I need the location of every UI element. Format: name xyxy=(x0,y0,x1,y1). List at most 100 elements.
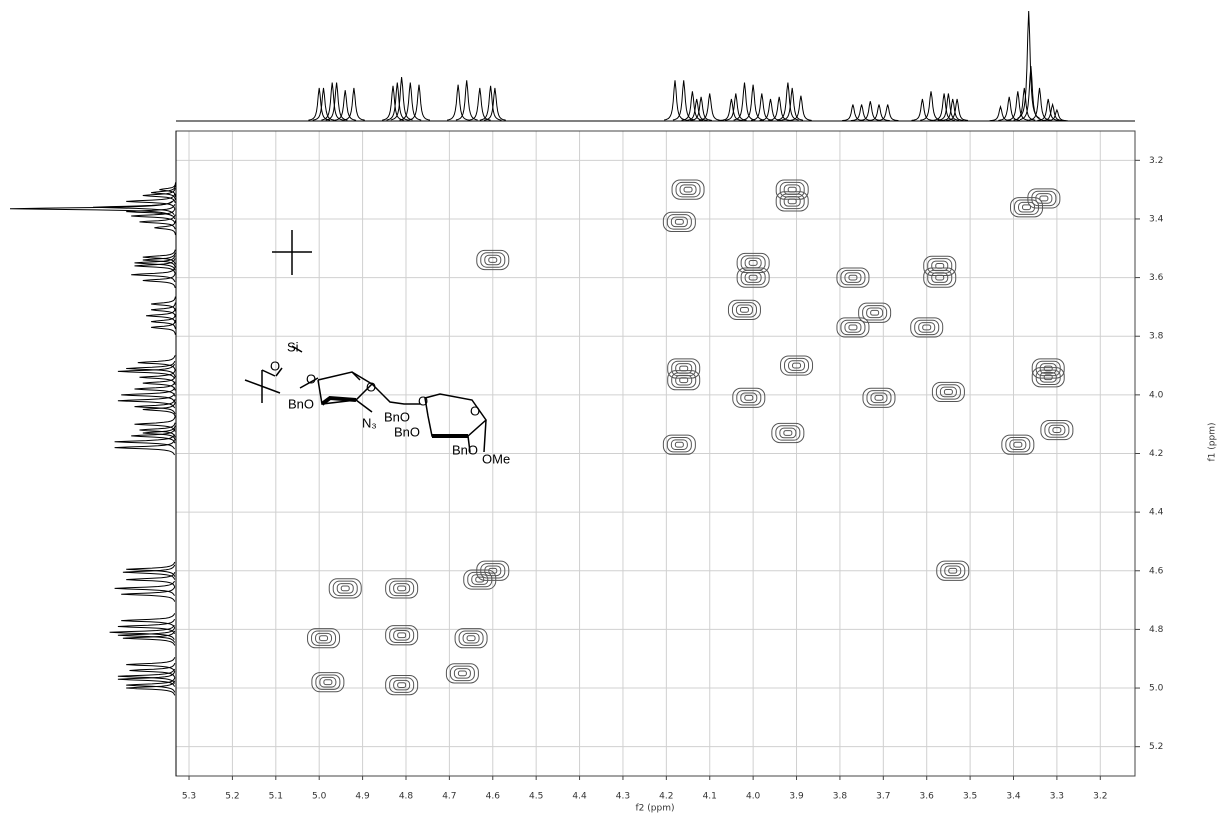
cross-peak-contour xyxy=(939,386,957,398)
cross-peak-contour xyxy=(783,430,793,436)
cross-peak-contour xyxy=(679,184,697,195)
cross-peak-contour xyxy=(463,569,497,590)
cross-peak-contour xyxy=(457,670,467,677)
y-tick-label: 4.4 xyxy=(1149,508,1164,518)
cross-peak-contour xyxy=(775,425,801,441)
cross-peak-contour xyxy=(775,191,809,212)
projection-peak-top xyxy=(390,76,413,121)
cross-peak-contour xyxy=(748,260,758,266)
cross-peak-contour xyxy=(397,585,407,592)
atom-label: BnO xyxy=(394,424,420,439)
cross-peak-contour xyxy=(1001,434,1035,455)
projection-peak-top xyxy=(342,87,365,121)
projection-peak-left xyxy=(131,267,176,283)
cross-peak-contour xyxy=(336,583,354,594)
cross-peak-contour xyxy=(393,679,411,691)
projection-peak-left xyxy=(146,308,176,324)
cross-peak-contour xyxy=(1010,197,1044,218)
cross-peak-contour xyxy=(475,576,485,583)
projection-peak-left xyxy=(126,657,176,673)
cross-peak-contour xyxy=(936,560,970,581)
projection-peak-top xyxy=(1041,102,1064,122)
projection-peak-top xyxy=(781,87,804,121)
y-tick-label: 3.6 xyxy=(1149,273,1164,283)
cross-peak-contour xyxy=(307,628,341,649)
cross-peak-contour xyxy=(480,563,506,579)
cross-peak-contour xyxy=(1013,441,1023,448)
x-tick-label: 4.7 xyxy=(442,792,456,802)
cross-peak-contour xyxy=(910,317,944,338)
projection-peak-left xyxy=(92,199,175,215)
projection-peak-left xyxy=(121,586,176,602)
projection-peak-top xyxy=(483,87,506,121)
cross-peak-contour xyxy=(1044,422,1070,438)
projection-peak-left xyxy=(151,314,176,329)
projection-peak-left xyxy=(142,425,176,441)
cross-peak-contour xyxy=(476,560,510,581)
x-tick-label: 3.5 xyxy=(963,792,977,802)
cross-peak-contour xyxy=(792,362,802,369)
cross-peak-contour xyxy=(453,668,471,679)
cross-peak-contour xyxy=(662,211,696,232)
cross-peak-contour xyxy=(943,389,953,395)
cross-peak-contour xyxy=(674,441,684,448)
cross-peak-contour xyxy=(670,216,688,228)
cross-peak-contour xyxy=(1031,190,1057,207)
projection-peak-left xyxy=(131,428,176,444)
projection-peak-top xyxy=(859,101,882,121)
cross-peak-contour xyxy=(866,390,892,406)
ring-bond xyxy=(424,393,487,453)
projection-peak-left xyxy=(109,624,175,640)
projection-peak-top xyxy=(408,84,430,121)
cross-peak-contour xyxy=(927,269,953,286)
projection-peak-left xyxy=(117,627,175,643)
cross-peak-contour xyxy=(393,583,411,594)
cross-peak-contour xyxy=(675,181,701,198)
ring-bond xyxy=(275,345,374,405)
x-tick-label: 4.1 xyxy=(703,792,717,802)
cross-peak-contour xyxy=(948,567,958,574)
cross-peak-contour xyxy=(679,377,689,384)
projection-peak-left xyxy=(122,564,176,580)
projection-peak-left xyxy=(117,618,175,634)
projection-peak-left xyxy=(159,182,177,198)
projection-peak-top xyxy=(1019,65,1042,121)
cross-peak-contour xyxy=(935,274,945,281)
cross-peak-contour xyxy=(874,394,884,401)
x-tick-label: 4.9 xyxy=(355,792,370,802)
cross-peak-contour xyxy=(836,267,870,288)
y-tick-label: 4.6 xyxy=(1149,566,1164,576)
cross-peak-contour xyxy=(488,567,498,574)
projection-peak-top xyxy=(1006,91,1029,121)
projection-peak-left xyxy=(126,360,176,377)
projection-peak-left xyxy=(134,399,176,415)
cross-peak-contour xyxy=(1035,193,1053,204)
cross-peak-contour xyxy=(1039,371,1057,383)
x-tick-label: 4.4 xyxy=(572,792,587,802)
projection-peak-top xyxy=(789,95,812,121)
cross-peak-contour xyxy=(476,249,510,271)
cross-peak-contour xyxy=(844,322,862,333)
x-tick-label: 4.2 xyxy=(659,792,673,802)
projection-peak-top xyxy=(750,93,773,121)
cross-peak-contour xyxy=(484,254,502,266)
projection-peak-left xyxy=(142,252,176,268)
cross-peak-contour xyxy=(332,580,358,597)
projection-peak-top xyxy=(937,93,960,121)
atom-label: BnO xyxy=(384,409,410,424)
projection-peak-top xyxy=(868,104,890,122)
cross-peak-contour xyxy=(788,360,806,371)
atom-label: O xyxy=(270,358,280,373)
cross-peak-contour xyxy=(385,578,419,599)
cross-peak-contour xyxy=(748,274,758,281)
cross-peak-contour xyxy=(445,663,479,684)
cross-peak-contour xyxy=(740,392,758,404)
cross-peak-contour xyxy=(667,370,701,391)
ring-bond xyxy=(351,371,420,413)
y-tick-label: 3.8 xyxy=(1149,332,1164,342)
cross-peak-contour xyxy=(1040,419,1074,441)
projection-peak-left xyxy=(114,440,175,456)
projection-peak-left xyxy=(126,680,176,696)
atom-label: BnO xyxy=(452,442,478,457)
